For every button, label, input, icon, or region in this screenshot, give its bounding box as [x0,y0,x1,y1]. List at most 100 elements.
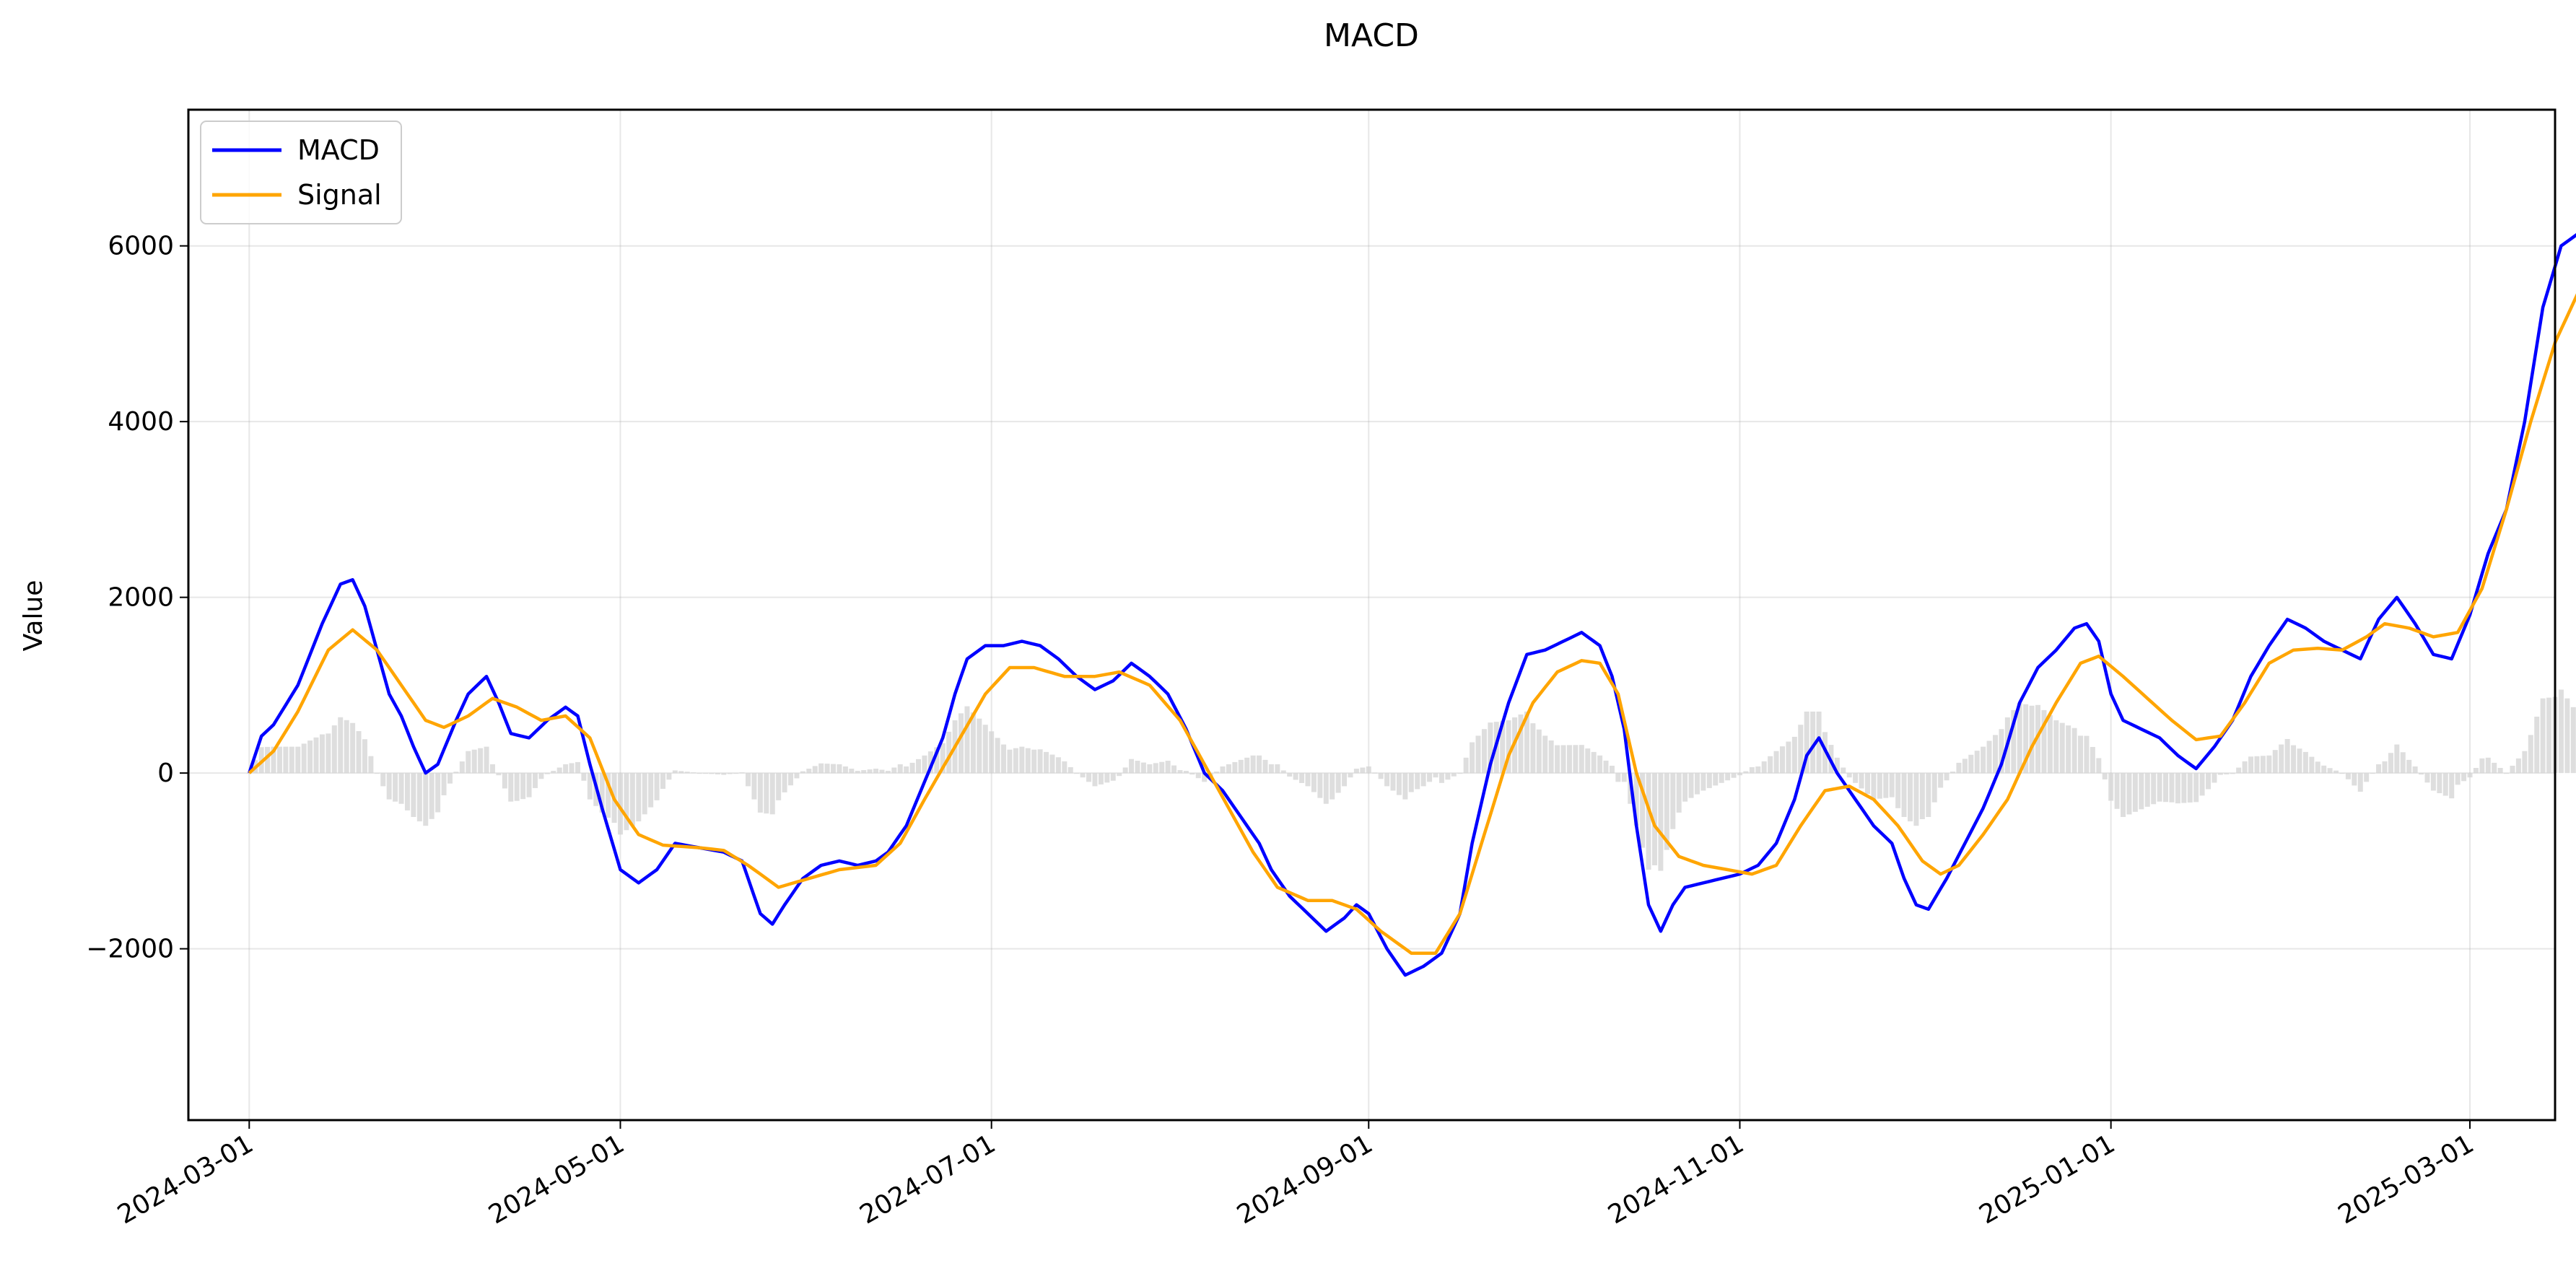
histogram-bar [2382,761,2388,774]
histogram-bar [1676,773,1682,813]
histogram-bar [1007,749,1013,774]
histogram-bar [1853,773,1859,783]
histogram-bar [1913,773,1919,826]
histogram-bar [319,734,325,774]
histogram-bar [1670,773,1676,829]
histogram-bar [435,773,441,813]
histogram-bar [2479,758,2485,774]
histogram-bar [265,746,271,774]
histogram-bar [1749,767,1755,774]
histogram-bar [1031,749,1037,774]
histogram-bar [313,737,319,774]
histogram-bar [2193,773,2199,803]
histogram-bar [2327,768,2333,774]
histogram-bar [1931,773,1937,803]
histogram-bar [466,751,471,774]
histogram-bar [1287,773,1293,777]
histogram-bar [849,769,855,774]
histogram-bar [1615,773,1621,782]
histogram-bar [1396,773,1402,795]
histogram-bar [702,773,708,774]
histogram-bar [2455,773,2461,785]
histogram-bar [678,771,684,774]
histogram-bar [423,773,429,826]
histogram-bar [873,769,879,774]
histogram-bar [1773,751,1779,774]
histogram-bar [1420,773,1426,787]
histogram-bar [1402,773,1408,800]
histogram-bar [1353,769,1359,774]
histogram-bar [837,764,842,774]
histogram-bar [380,773,386,787]
histogram-bar [1104,773,1110,783]
histogram-bar [1841,767,1846,774]
histogram-bar [1895,773,1901,808]
histogram-bar [1524,711,1529,774]
histogram-bar [1640,773,1646,848]
histogram-bar [2284,738,2290,774]
histogram-bar [1700,773,1706,791]
histogram-bar [246,773,252,774]
histogram-bar [386,773,392,800]
histogram-bar [776,773,782,800]
histogram-bar [648,773,654,808]
histogram-bar [2151,773,2157,805]
histogram-bar [569,763,575,774]
histogram-bar [885,771,891,774]
histogram-bar [709,773,715,774]
histogram-bar [904,766,909,774]
histogram-bar [2157,773,2162,802]
histogram-bar [2564,698,2570,774]
histogram-bar [1110,773,1116,781]
histogram-bar [2394,744,2400,774]
histogram-bar [2437,773,2442,794]
histogram-bar [1013,748,1018,774]
histogram-bar [909,762,915,774]
histogram-bar [289,746,294,774]
histogram-bar [1360,767,1366,774]
histogram-bar [1999,729,2004,774]
histogram-bar [1603,760,1609,774]
histogram-bar [532,773,538,788]
histogram-bar [606,773,611,818]
histogram-bar [575,761,580,774]
histogram-bar [1713,773,1719,786]
histogram-bar [1062,761,1067,774]
histogram-bar [453,772,459,774]
histogram-bar [2522,751,2528,774]
macd-line [248,233,2576,977]
histogram-bar [1463,757,1469,774]
histogram-bar [326,733,331,774]
histogram-bar [891,767,897,774]
histogram-bar [338,717,344,774]
histogram-bar [2242,761,2248,774]
histogram-bar [271,746,276,774]
histogram-bar [1177,770,1183,774]
histogram-bar [2090,747,2095,774]
histogram-bar [1189,773,1195,775]
histogram-bar [959,713,964,774]
histogram-bar [2071,727,2077,774]
histogram-bar [331,725,337,774]
histogram-bar [551,771,556,774]
histogram-bar [2510,765,2515,774]
histogram-bar [861,770,867,774]
histogram-bar [666,773,672,780]
histogram-bar [2199,773,2205,796]
histogram-bar [812,766,818,774]
histogram-bar [1986,740,1992,774]
histogram-bar [1257,755,1262,774]
histogram-bar [879,769,885,774]
histogram-bar [2449,773,2455,799]
histogram-bar [1950,772,1955,774]
plot-frame [187,108,2557,1122]
histogram-bar [1682,773,1688,802]
histogram-bar [2504,773,2510,774]
histogram-bar [1585,748,1591,774]
histogram-bar [2570,707,2576,774]
histogram-bar [1962,759,1968,774]
histogram-bar [484,746,489,774]
histogram-bar [502,773,507,789]
histogram-bar [989,731,995,774]
